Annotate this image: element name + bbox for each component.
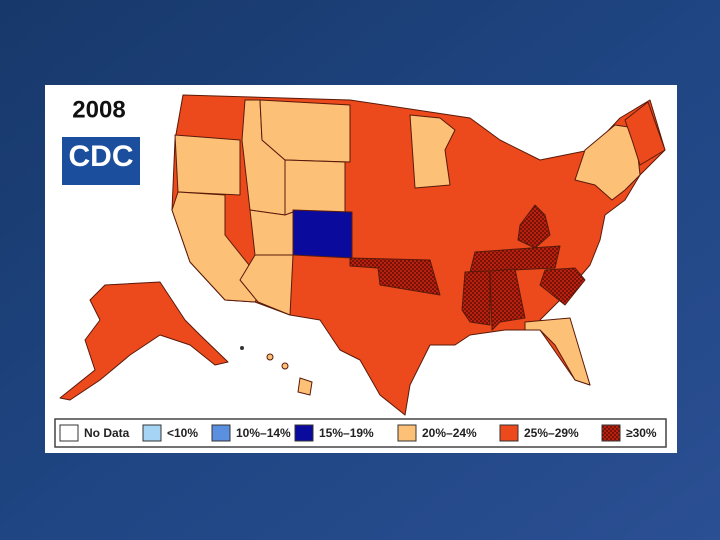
state — [489, 268, 526, 331]
legend-swatch — [142, 424, 162, 442]
hawaii — [240, 346, 244, 350]
legend-label: 25%–29% — [524, 426, 579, 440]
cdc-logo — [62, 137, 140, 185]
legend-box — [54, 418, 667, 448]
legend-label: No Data — [84, 426, 130, 440]
state — [539, 267, 586, 306]
state — [349, 257, 441, 296]
legend-label: ≥30% — [626, 426, 657, 440]
map-year: 2008 — [72, 96, 125, 123]
hawaii — [297, 377, 313, 396]
legend-swatch — [601, 424, 621, 442]
state — [461, 270, 491, 326]
state — [284, 159, 346, 216]
state — [249, 209, 294, 256]
legend-swatch — [397, 424, 417, 442]
state — [171, 191, 266, 303]
legend-label: 10%–14% — [236, 426, 291, 440]
legend-swatch — [499, 424, 519, 442]
alaska — [59, 281, 229, 401]
cdc-logo-text: CDC — [69, 140, 134, 173]
legend: No Data <10% 10%–14% 15%–19% 20%–24% 25%–29% ≥… — [59, 424, 657, 442]
us-map — [59, 94, 666, 416]
legend-label: 20%–24% — [422, 426, 477, 440]
legend-label: <10% — [167, 426, 198, 440]
state — [624, 101, 666, 166]
legend-label: 15%–19% — [319, 426, 374, 440]
legend-swatch — [59, 424, 79, 442]
state — [517, 204, 551, 249]
state — [292, 209, 353, 259]
legend-swatch — [211, 424, 231, 442]
state — [469, 245, 561, 273]
state — [239, 254, 294, 316]
state — [409, 114, 456, 189]
hawaii — [281, 362, 289, 370]
legend-swatch — [294, 424, 314, 442]
hawaii — [266, 353, 274, 361]
state — [524, 317, 591, 386]
state — [574, 124, 641, 201]
state — [174, 134, 241, 196]
